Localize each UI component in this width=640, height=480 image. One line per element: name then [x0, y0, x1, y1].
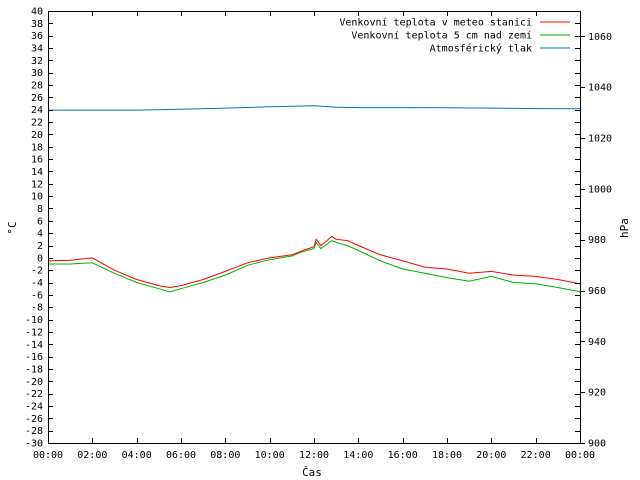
legend-label-2: Venkovní teplota 5 cm nad zemí: [351, 30, 532, 42]
legend-label-1: Venkovní teplota v meteo stanici: [339, 17, 532, 29]
y-tick-label: 22: [31, 118, 43, 129]
y-tick-label: -6: [31, 290, 43, 301]
y-tick-label: 2: [37, 241, 43, 252]
y-tick-label: 6: [37, 216, 43, 227]
x-tick-label: 18:00: [432, 450, 462, 461]
y-tick-label: -4: [31, 278, 43, 289]
y-tick-label: -2: [31, 266, 43, 277]
x-tick-label: 08:00: [210, 450, 240, 461]
x-axis-title: Čas: [302, 466, 322, 479]
y2-tick-label: 1000: [588, 184, 612, 195]
x-tick-label: 06:00: [166, 450, 196, 461]
y-tick-label: 0: [37, 253, 43, 264]
y-tick-label: 18: [31, 142, 43, 153]
y-tick-label: 30: [31, 68, 43, 79]
y-tick-label: -20: [25, 377, 43, 388]
y2-tick-label: 920: [588, 388, 606, 399]
y-tick-label: -12: [25, 327, 43, 338]
y2-tick-label: 960: [588, 286, 606, 297]
y-tick-label: 40: [31, 7, 43, 18]
y-axis-title: °C: [6, 221, 19, 234]
y-tick-label: 12: [31, 179, 43, 190]
series-line-3: [48, 105, 581, 111]
y2-tick-label: 940: [588, 337, 606, 348]
y-tick-label: 34: [31, 44, 43, 55]
y-tick-label: -28: [25, 426, 43, 437]
y-tick-label: -22: [25, 389, 43, 400]
y-tick-label: 10: [31, 192, 43, 203]
y2-axis-title: hPa: [618, 218, 631, 238]
x-tick-label: 22:00: [521, 450, 551, 461]
y-tick-label: -18: [25, 364, 43, 375]
y-tick-label: 14: [31, 167, 43, 178]
y-tick-label: 26: [31, 93, 43, 104]
legend: Venkovní teplota v meteo staniciVenkovní…: [339, 17, 570, 55]
y-tick-label: -26: [25, 414, 43, 425]
x-tick-label: 00:00: [33, 450, 63, 461]
y-tick-label: -24: [25, 401, 43, 412]
y-tick-label: 32: [31, 56, 43, 67]
series-line-1: [47, 235, 581, 289]
y-tick-label: -14: [25, 340, 43, 351]
y2-tick-label: 1020: [588, 134, 612, 145]
y-tick-label: -10: [25, 315, 43, 326]
x-tick-label: 14:00: [343, 450, 373, 461]
legend-label-3: Atmosférický tlak: [430, 43, 532, 55]
y-tick-label: 8: [37, 204, 43, 215]
y2-tick-label: 900: [588, 439, 606, 450]
x-tick-label: 12:00: [299, 450, 329, 461]
ticks-layer: -30-28-26-24-22-20-18-16-14-12-10-8-6-4-…: [25, 7, 612, 462]
y-tick-label: 16: [31, 155, 43, 166]
y-tick-label: 28: [31, 81, 43, 92]
x-tick-label: 04:00: [122, 450, 152, 461]
x-tick-label: 00:00: [565, 450, 595, 461]
y-tick-label: -30: [25, 439, 43, 450]
x-tick-label: 16:00: [388, 450, 418, 461]
y2-tick-label: 980: [588, 235, 606, 246]
y-tick-label: 20: [31, 130, 43, 141]
x-tick-label: 02:00: [77, 450, 107, 461]
plot-layer: [47, 105, 581, 293]
x-tick-label: 20:00: [476, 450, 506, 461]
series-line-2: [48, 240, 581, 293]
y2-tick-label: 1060: [588, 32, 612, 43]
y-tick-label: 4: [37, 229, 43, 240]
y-tick-label: -8: [31, 303, 43, 314]
y-tick-label: 24: [31, 105, 43, 116]
x-tick-label: 10:00: [255, 450, 285, 461]
y-tick-label: 36: [31, 31, 43, 42]
y-tick-label: 38: [31, 19, 43, 30]
y2-tick-label: 1040: [588, 83, 612, 94]
plot-frame: [48, 11, 581, 444]
y-tick-label: -16: [25, 352, 43, 363]
